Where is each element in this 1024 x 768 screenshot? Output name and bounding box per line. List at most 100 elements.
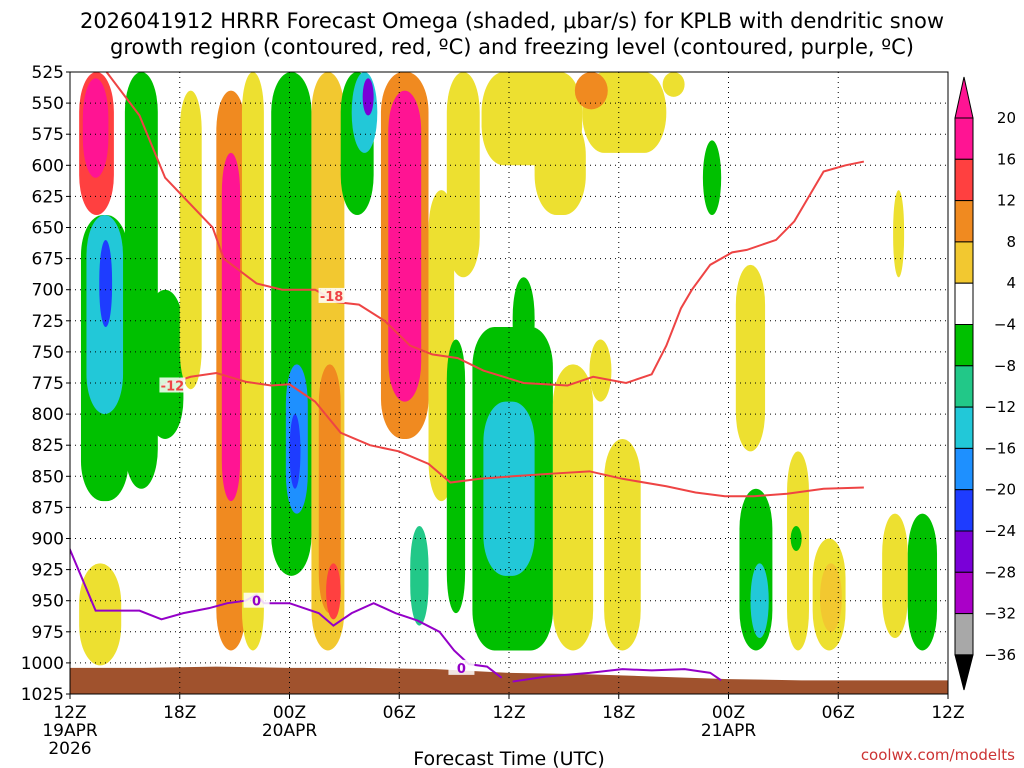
y-tick-label: 625	[32, 187, 64, 207]
y-axis: 525 550 575 600 625 650 675 700 725 750 775 800 825 8…	[21, 63, 70, 705]
colorbar-label: −20	[984, 481, 1016, 499]
omega-cell	[750, 563, 769, 639]
colorbar-high-arrow	[954, 76, 974, 119]
dgz-contour-label-bg	[159, 377, 186, 393]
dgz-contour-label-bg	[318, 287, 345, 303]
freezing-level-contour-label-bg	[243, 592, 270, 608]
omega-cell	[819, 563, 842, 632]
x-tick-label: 18Z	[602, 703, 635, 723]
colorbar-swatch	[954, 365, 974, 408]
y-tick-label: 950	[32, 592, 64, 612]
x-tick-label: 00Z	[712, 703, 745, 723]
colorbar-label: 12	[997, 192, 1016, 210]
y-tick-label: 775	[32, 374, 64, 394]
dgz-contour-label: -12	[161, 379, 185, 394]
y-tick-label: 575	[32, 125, 64, 145]
freezing-level-contour-label: 0	[457, 662, 466, 677]
chart-title-line2: growth region (contoured, red, ºC) and f…	[110, 35, 914, 59]
y-tick-label: 1000	[21, 654, 64, 674]
y-tick-label: 925	[32, 561, 64, 581]
colorbar-label: −16	[984, 439, 1016, 457]
omega-cell	[790, 526, 802, 551]
colorbar-swatch	[954, 324, 974, 367]
y-tick-label: 550	[32, 94, 64, 114]
omega-cell	[410, 526, 429, 626]
omega-cell	[589, 339, 612, 402]
omega-cell	[99, 239, 113, 328]
y-tick-label: 900	[32, 530, 64, 550]
colorbar-label: −28	[984, 563, 1016, 581]
colorbar-swatch	[954, 282, 974, 326]
x-tick-label: 12Z	[931, 703, 964, 723]
colorbar: 20 16 12 8 4 −4 −8 −12 −16 −20 −24 −28 −32 −36	[954, 76, 1016, 691]
omega-cell	[662, 72, 685, 97]
omega-cell	[82, 78, 109, 178]
x-tick-date: 21APR	[701, 721, 757, 741]
freezing-level-contour	[512, 668, 722, 683]
dgz-contour-label: -18	[320, 290, 344, 305]
colorbar-label: 16	[997, 150, 1016, 168]
x-axis-label: Forecast Time (UTC)	[413, 748, 604, 768]
omega-cell	[179, 90, 202, 390]
y-tick-label: 825	[32, 436, 64, 456]
colorbar-label: 20	[997, 109, 1016, 127]
omega-cell	[604, 438, 641, 651]
x-tick-label: 12Z	[492, 703, 525, 723]
x-tick-label: 00Z	[273, 703, 306, 723]
x-tick-label: 18Z	[163, 703, 196, 723]
x-tick-label: 06Z	[383, 703, 416, 723]
y-tick-label: 975	[32, 623, 64, 643]
colorbar-swatch	[954, 406, 974, 449]
omega-cell	[882, 513, 908, 639]
omega-cell	[289, 414, 301, 489]
colorbar-swatch	[954, 613, 974, 656]
y-tick-label: 725	[32, 312, 64, 332]
colorbar-swatch	[954, 447, 974, 491]
colorbar-swatch	[954, 571, 974, 615]
omega-cell	[146, 289, 184, 439]
y-tick-label: 700	[32, 281, 64, 301]
y-tick-label: 750	[32, 343, 64, 363]
x-tick-label: 06Z	[822, 703, 855, 723]
x-tick-year: 2026	[48, 739, 91, 759]
credit-link[interactable]: coolwx.com/modelts	[861, 746, 1015, 764]
colorbar-label: 4	[1006, 274, 1016, 292]
freezing-level-contour-label: 0	[252, 595, 261, 610]
y-tick-label: 650	[32, 219, 64, 239]
y-tick-label: 675	[32, 250, 64, 270]
freezing-level-contour	[70, 547, 503, 679]
omega-cell	[483, 401, 535, 576]
chart-title-line1: 2026041912 HRRR Forecast Omega (shaded, …	[80, 9, 944, 33]
colorbar-swatch	[954, 200, 974, 243]
colorbar-label: −32	[984, 605, 1016, 623]
y-tick-label: 1025	[21, 685, 64, 705]
colorbar-swatch	[954, 489, 974, 532]
omega-cell	[735, 264, 766, 452]
y-tick-label: 875	[32, 498, 64, 518]
omega-shading	[79, 72, 938, 666]
omega-cell	[893, 190, 905, 278]
colorbar-label: −4	[994, 316, 1016, 334]
omega-cell	[79, 563, 122, 666]
x-tick-date: 20APR	[262, 721, 318, 741]
freezing-level-contour-label-bg	[448, 659, 475, 675]
colorbar-label: −12	[984, 398, 1016, 416]
omega-cell	[574, 72, 608, 110]
y-tick-label: 525	[32, 63, 64, 83]
omega-cell	[512, 277, 535, 365]
y-tick-label: 800	[32, 405, 64, 425]
colorbar-label: −8	[994, 357, 1016, 375]
dgz-contour	[105, 72, 865, 387]
colorbar-swatch	[954, 158, 974, 202]
omega-cell	[446, 72, 480, 278]
y-tick-label: 850	[32, 467, 64, 487]
omega-cell	[702, 140, 722, 216]
contour-lines: -18 -12 0 0	[70, 72, 865, 683]
omega-cell	[907, 513, 938, 651]
colorbar-label: 8	[1006, 233, 1016, 251]
x-tick-date: 19APR	[42, 721, 98, 741]
colorbar-swatch	[954, 117, 974, 160]
colorbar-label: −36	[984, 646, 1016, 664]
